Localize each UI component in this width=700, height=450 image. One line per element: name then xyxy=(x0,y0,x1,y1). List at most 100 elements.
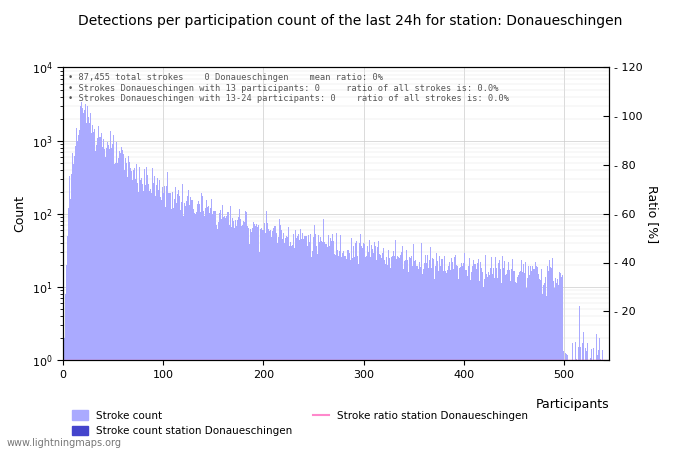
Bar xyxy=(288,227,289,450)
Bar xyxy=(371,245,372,450)
Bar xyxy=(209,212,210,450)
Bar xyxy=(87,106,88,450)
Bar xyxy=(391,257,392,450)
Bar xyxy=(270,230,271,450)
Bar xyxy=(125,163,127,450)
Bar xyxy=(320,237,321,450)
Bar xyxy=(496,268,497,450)
Bar xyxy=(313,237,314,450)
Bar xyxy=(475,264,476,450)
Bar xyxy=(406,250,407,450)
Bar xyxy=(266,211,267,450)
Bar xyxy=(265,233,266,450)
Bar xyxy=(429,260,430,450)
Bar xyxy=(239,209,240,450)
Bar xyxy=(448,266,449,450)
Bar xyxy=(286,236,287,450)
Bar xyxy=(470,280,471,450)
Bar xyxy=(416,266,417,450)
Bar xyxy=(348,250,349,450)
Bar xyxy=(244,222,245,450)
Bar xyxy=(246,212,247,450)
Bar xyxy=(168,193,169,450)
Bar xyxy=(566,354,568,450)
Bar xyxy=(71,153,73,450)
Bar xyxy=(227,212,228,450)
Bar xyxy=(282,239,283,450)
Bar xyxy=(361,246,362,450)
Bar xyxy=(240,219,241,450)
Bar xyxy=(327,248,328,450)
Bar xyxy=(333,241,334,450)
Bar xyxy=(403,269,404,450)
Bar xyxy=(511,269,512,450)
Bar xyxy=(404,261,405,450)
Bar xyxy=(534,269,536,450)
Bar xyxy=(261,228,262,450)
Bar xyxy=(555,278,556,450)
Bar xyxy=(584,360,585,450)
Bar xyxy=(309,242,310,450)
Bar xyxy=(66,236,67,450)
Bar xyxy=(580,346,582,450)
Bar xyxy=(321,241,322,450)
Text: www.lightningmaps.org: www.lightningmaps.org xyxy=(7,438,122,448)
Bar xyxy=(215,211,216,450)
Bar xyxy=(197,201,199,450)
Bar xyxy=(368,252,369,450)
Bar xyxy=(394,256,395,450)
Bar xyxy=(341,257,342,450)
Bar xyxy=(453,270,454,450)
Bar xyxy=(214,211,215,450)
Bar xyxy=(317,254,318,450)
Bar xyxy=(562,275,564,450)
Bar xyxy=(487,277,489,450)
Bar xyxy=(425,255,426,450)
Bar xyxy=(360,234,361,450)
Bar xyxy=(438,271,439,450)
Bar xyxy=(409,257,410,450)
Bar xyxy=(307,246,308,450)
Bar xyxy=(599,338,601,450)
Bar xyxy=(219,213,220,450)
Bar xyxy=(515,282,517,450)
Y-axis label: Count: Count xyxy=(13,195,26,232)
Bar xyxy=(482,272,483,450)
Bar xyxy=(578,347,580,450)
Bar xyxy=(365,256,366,450)
Bar xyxy=(196,212,197,450)
Bar xyxy=(229,225,230,450)
Bar xyxy=(467,276,468,450)
Bar xyxy=(232,218,233,450)
Bar xyxy=(591,358,592,450)
Bar xyxy=(152,167,153,450)
Bar xyxy=(340,235,341,450)
Bar xyxy=(473,260,475,450)
Bar xyxy=(117,163,118,450)
Bar xyxy=(564,360,566,450)
Bar xyxy=(400,255,401,450)
Bar xyxy=(504,261,505,450)
Bar xyxy=(263,230,264,450)
Bar xyxy=(158,190,159,450)
Bar xyxy=(136,183,138,450)
Bar xyxy=(159,180,160,450)
Bar xyxy=(399,258,400,450)
Bar xyxy=(104,158,106,450)
Bar xyxy=(252,228,253,450)
Bar xyxy=(428,268,429,450)
Bar xyxy=(334,254,335,450)
Bar xyxy=(422,274,423,450)
Bar xyxy=(284,243,285,450)
Bar xyxy=(304,236,305,450)
Bar xyxy=(78,130,80,450)
Bar xyxy=(101,133,102,450)
Bar xyxy=(524,273,525,450)
Bar xyxy=(492,274,493,450)
Bar xyxy=(384,260,385,450)
Bar xyxy=(541,269,542,450)
Bar xyxy=(519,271,520,450)
Bar xyxy=(419,262,420,450)
Bar xyxy=(245,211,246,450)
Bar xyxy=(279,219,280,450)
